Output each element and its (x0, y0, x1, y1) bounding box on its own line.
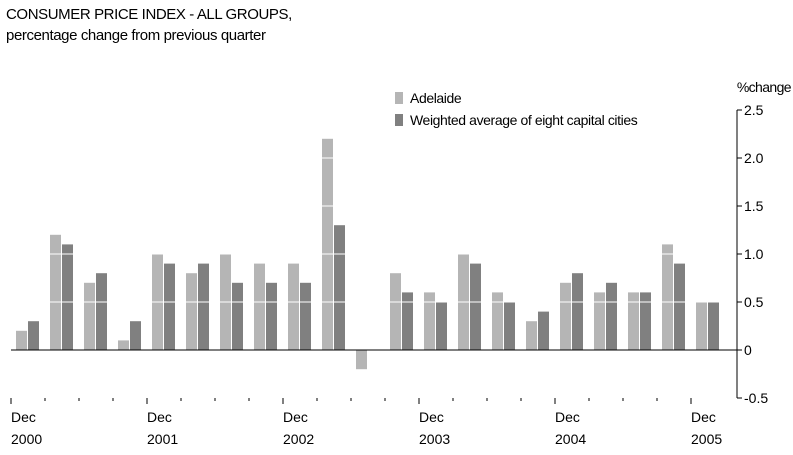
x-tick-label: Dec 2002 (283, 409, 315, 447)
y-tick-label: 2.5 (744, 102, 764, 118)
bar (118, 340, 129, 350)
legend-swatch (395, 114, 403, 126)
y-tick-label: 1.5 (744, 198, 764, 214)
y-tick-label: 0.5 (744, 294, 764, 310)
bar (628, 292, 639, 350)
x-tick-label: Dec 2003 (419, 409, 451, 447)
bar (572, 273, 583, 350)
bar (674, 263, 685, 350)
x-tick-label: Dec 2001 (147, 409, 179, 447)
bar (560, 282, 571, 350)
bar (356, 350, 367, 370)
x-tick-label: Dec 2005 (691, 409, 723, 447)
bar (538, 311, 549, 350)
bar (402, 292, 413, 350)
y-axis-label: %change (737, 79, 792, 95)
legend-label: Adelaide (410, 90, 462, 106)
x-tick-label: Dec 2000 (11, 409, 43, 447)
bar (186, 273, 197, 350)
y-tick-label: 1.0 (744, 246, 764, 262)
bar (84, 282, 95, 350)
legend-label: Weighted average of eight capital cities (410, 112, 638, 128)
y-tick-label: -0.5 (744, 390, 768, 406)
bar (640, 292, 651, 350)
bar (28, 321, 39, 350)
bar (232, 282, 243, 350)
bar (198, 263, 209, 350)
bar (50, 234, 61, 350)
x-tick-label: Dec 2004 (555, 409, 587, 447)
bar (266, 282, 277, 350)
chart-title: CONSUMER PRICE INDEX - ALL GROUPS, (6, 6, 292, 23)
bar (526, 321, 537, 350)
bar (696, 302, 707, 350)
bar (164, 263, 175, 350)
bar (606, 282, 617, 350)
y-tick-label: 0 (744, 342, 752, 358)
bar (334, 225, 345, 350)
bar (708, 302, 719, 350)
bar (504, 302, 515, 350)
bar (322, 138, 333, 350)
bar (62, 244, 73, 350)
legend-swatch (395, 92, 403, 104)
bar (594, 292, 605, 350)
bar (96, 273, 107, 350)
chart-subtitle: percentage change from previous quarter (6, 27, 266, 44)
bar (390, 273, 401, 350)
y-tick-label: 2.0 (744, 150, 764, 166)
bar (470, 263, 481, 350)
bar (492, 292, 503, 350)
bar (254, 263, 265, 350)
bar (130, 321, 141, 350)
bar (436, 302, 447, 350)
bar (300, 282, 311, 350)
bar (288, 263, 299, 350)
bar (424, 292, 435, 350)
bar (662, 244, 673, 350)
bar (16, 330, 27, 350)
